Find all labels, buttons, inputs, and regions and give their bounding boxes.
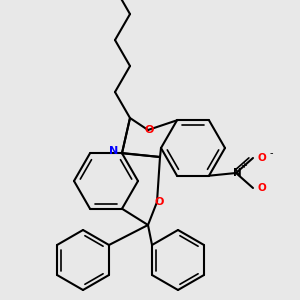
Text: O: O — [144, 125, 154, 135]
Text: O: O — [154, 197, 164, 207]
Text: O: O — [258, 183, 266, 193]
Text: +: + — [241, 160, 248, 169]
Text: N: N — [110, 146, 118, 156]
Text: O: O — [258, 153, 266, 163]
Text: -: - — [269, 148, 273, 158]
Text: N: N — [232, 168, 242, 178]
